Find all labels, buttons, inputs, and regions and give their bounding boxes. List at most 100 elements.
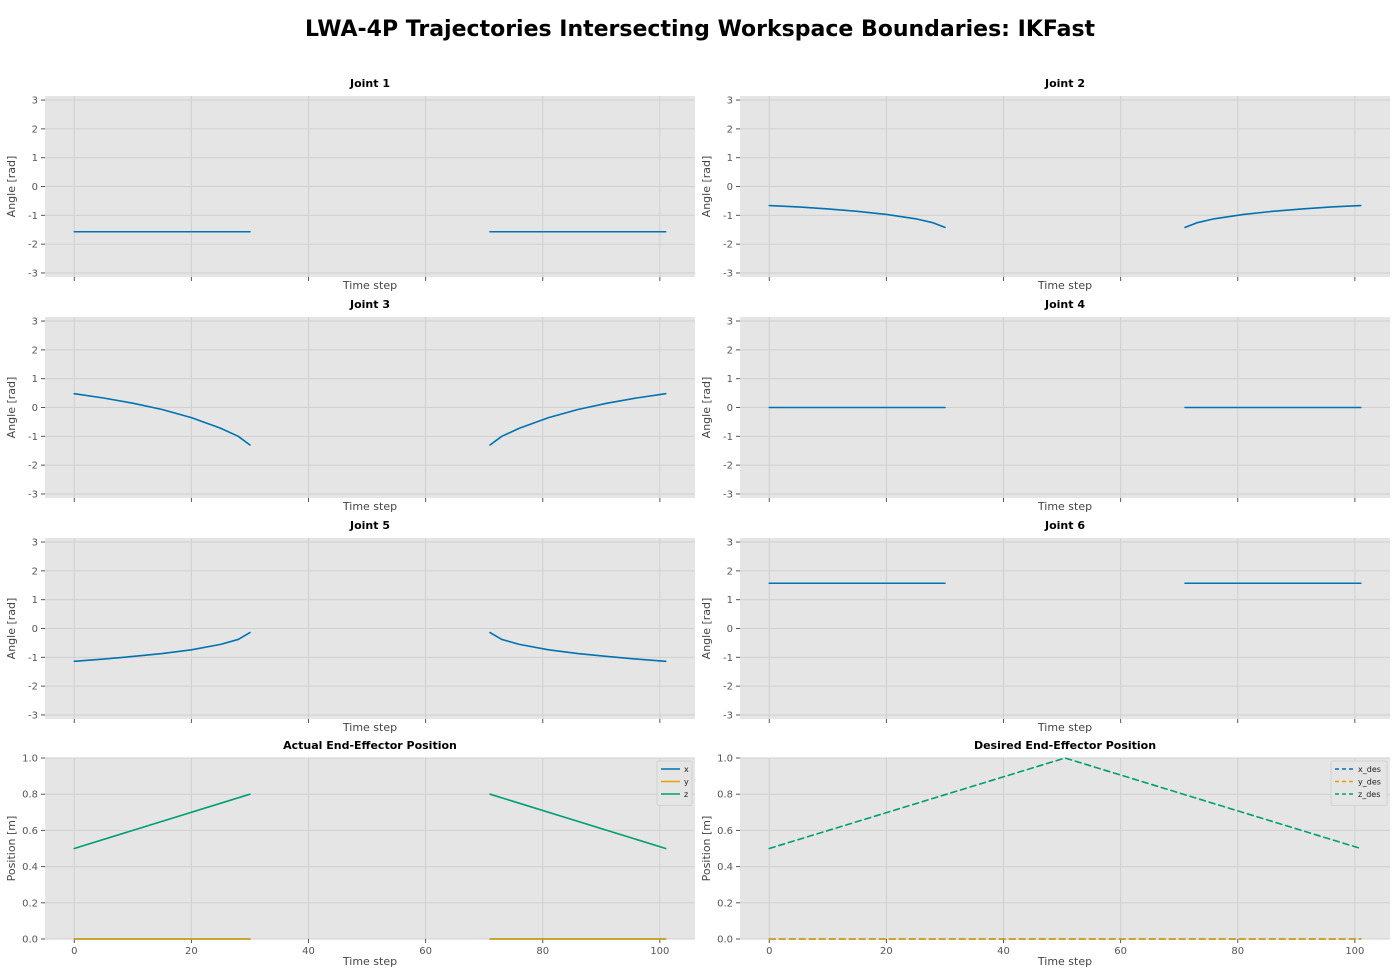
y-tick-label: 1 bbox=[727, 595, 733, 606]
y-tick-label: 2 bbox=[32, 566, 38, 577]
x-axis-label: Time step bbox=[342, 279, 397, 292]
x-axis-label: Time step bbox=[1037, 279, 1092, 292]
y-tick-label: 1 bbox=[32, 374, 38, 385]
y-tick-label: 2 bbox=[727, 566, 733, 577]
y-tick-label: 3 bbox=[32, 538, 38, 549]
x-tick-label: 80 bbox=[536, 946, 549, 957]
subplot-5: -3 -2 -1 0 1 2 3 Joint 5 Time step Angle [rad] bbox=[5, 519, 695, 734]
series-line-1-segment-2 bbox=[489, 631, 667, 663]
series-line-1-segment-2 bbox=[489, 392, 667, 446]
y-tick-label: 0 bbox=[727, 403, 733, 414]
y-axis-label: Angle [rad] bbox=[700, 598, 713, 660]
subplot-title: Joint 5 bbox=[349, 519, 390, 532]
y-tick-label: 1.0 bbox=[717, 754, 733, 765]
subplot-6: -3 -2 -1 0 1 2 3 Joint 6 Time step Angle [rad] bbox=[700, 519, 1390, 734]
subplot-2: -3 -2 -1 0 1 2 3 Joint 2 Time step Angle [rad] bbox=[700, 77, 1390, 292]
subplot-title: Joint 1 bbox=[349, 77, 390, 90]
y-tick-label: 2 bbox=[727, 124, 733, 135]
y-tick-label: -3 bbox=[28, 489, 38, 500]
y-tick-label: 0.6 bbox=[22, 826, 38, 837]
subplot-8: 0.0 0.2 0.4 0.6 0.8 1.0 0 20 40 60 80 100 Desired En… bbox=[700, 739, 1390, 968]
y-tick-label: 1 bbox=[727, 374, 733, 385]
subplot-title: Joint 4 bbox=[1044, 298, 1085, 311]
x-axis-label: Time step bbox=[342, 721, 397, 734]
y-tick-label: 3 bbox=[727, 538, 733, 549]
x-axis-label: Time step bbox=[1037, 500, 1092, 513]
y-tick-label: 2 bbox=[32, 345, 38, 356]
y-tick-label: 0 bbox=[32, 182, 38, 193]
y-axis-label: Angle [rad] bbox=[700, 156, 713, 218]
y-tick-label: 0 bbox=[32, 403, 38, 414]
legend-label: z bbox=[684, 790, 688, 799]
plot-area bbox=[45, 758, 695, 939]
legend-label: z_des bbox=[1358, 790, 1380, 799]
y-tick-label: 0.4 bbox=[22, 862, 38, 873]
y-tick-label: -1 bbox=[28, 432, 38, 443]
y-axis-label: Angle [rad] bbox=[5, 598, 18, 660]
y-tick-label: 0.8 bbox=[22, 790, 38, 801]
y-axis-label: Position [m] bbox=[5, 816, 18, 882]
y-axis-label: Angle [rad] bbox=[5, 156, 18, 218]
y-tick-label: 0.4 bbox=[717, 862, 733, 873]
y-tick-label: -1 bbox=[28, 653, 38, 664]
y-tick-label: 1.0 bbox=[22, 754, 38, 765]
series-line-1-segment-1 bbox=[73, 631, 251, 663]
y-tick-label: 1 bbox=[727, 153, 733, 164]
subplot-title: Desired End-Effector Position bbox=[974, 739, 1156, 752]
x-tick-label: 60 bbox=[419, 946, 432, 957]
series-z-segment-1 bbox=[73, 793, 251, 850]
y-axis-label: Angle [rad] bbox=[700, 377, 713, 439]
y-tick-label: -2 bbox=[28, 682, 38, 693]
y-axis-label: Angle [rad] bbox=[5, 377, 18, 439]
legend: x_des y_des z_des bbox=[1330, 760, 1388, 806]
y-tick-label: -1 bbox=[723, 653, 733, 664]
legend-label: x bbox=[684, 765, 689, 774]
subplot-title: Joint 6 bbox=[1044, 519, 1085, 532]
x-tick-label: 20 bbox=[880, 946, 893, 957]
plot-area bbox=[740, 758, 1390, 939]
y-tick-label: 0 bbox=[32, 624, 38, 635]
series-z-segment-2 bbox=[489, 793, 667, 850]
x-tick-label: 0 bbox=[71, 946, 77, 957]
legend-label: y_des bbox=[1358, 778, 1381, 787]
y-tick-label: 0.2 bbox=[717, 898, 733, 909]
subplot-title: Joint 3 bbox=[349, 298, 390, 311]
x-tick-label: 40 bbox=[302, 946, 315, 957]
y-tick-label: 0.0 bbox=[717, 935, 733, 946]
y-tick-label: 1 bbox=[32, 153, 38, 164]
y-tick-label: 0 bbox=[727, 624, 733, 635]
subplot-4: -3 -2 -1 0 1 2 3 Joint 4 Time step Angle [rad] bbox=[700, 298, 1390, 513]
legend-label: y bbox=[684, 778, 689, 787]
y-tick-label: -3 bbox=[28, 710, 38, 721]
x-tick-label: 20 bbox=[185, 946, 198, 957]
y-tick-label: 1 bbox=[32, 595, 38, 606]
y-tick-label: 0.0 bbox=[22, 935, 38, 946]
x-tick-label: 100 bbox=[1345, 946, 1364, 957]
y-tick-label: 3 bbox=[32, 96, 38, 107]
y-axis-label: Position [m] bbox=[700, 816, 713, 882]
y-tick-label: -2 bbox=[723, 682, 733, 693]
subplot-3: -3 -2 -1 0 1 2 3 Joint 3 Time step Angle [rad] bbox=[5, 298, 695, 513]
series-z_des-segment-1 bbox=[768, 757, 1362, 850]
subplot-1: -3 -2 -1 0 1 2 3 Joint 1 Time step Angle [rad] bbox=[5, 77, 695, 292]
y-tick-label: -3 bbox=[723, 489, 733, 500]
y-tick-label: -3 bbox=[723, 268, 733, 279]
y-tick-label: 2 bbox=[727, 345, 733, 356]
x-tick-label: 0 bbox=[766, 946, 772, 957]
y-tick-label: -1 bbox=[723, 432, 733, 443]
x-axis-label: Time step bbox=[342, 955, 397, 968]
series-line-1-segment-1 bbox=[768, 204, 946, 229]
x-tick-label: 40 bbox=[997, 946, 1010, 957]
x-tick-label: 80 bbox=[1231, 946, 1244, 957]
subplot-title: Joint 2 bbox=[1044, 77, 1085, 90]
y-tick-label: -3 bbox=[723, 710, 733, 721]
legend-label: x_des bbox=[1358, 765, 1381, 774]
y-tick-label: -1 bbox=[723, 211, 733, 222]
y-tick-label: 3 bbox=[727, 317, 733, 328]
y-tick-label: 3 bbox=[727, 96, 733, 107]
y-tick-label: 0.8 bbox=[717, 790, 733, 801]
legend: xyz bbox=[656, 760, 693, 806]
figure-title: LWA-4P Trajectories Intersecting Workspa… bbox=[305, 17, 1096, 42]
subplot-title: Actual End-Effector Position bbox=[283, 739, 457, 752]
